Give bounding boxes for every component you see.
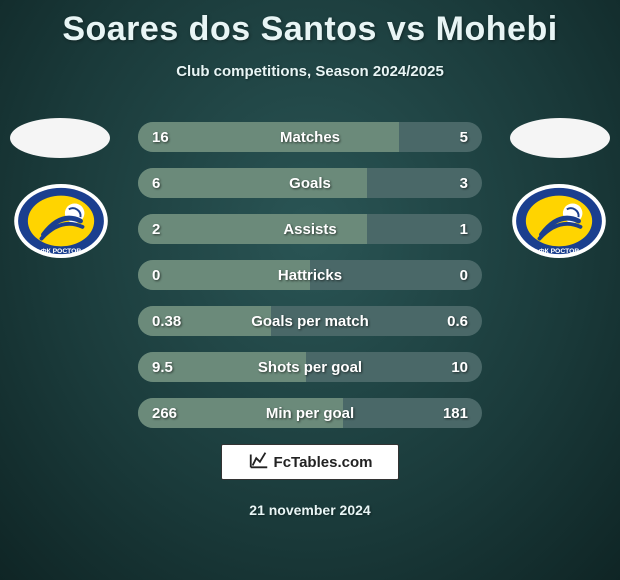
stat-row: 63Goals [138, 168, 482, 198]
svg-text:ФК РОСТОВ: ФК РОСТОВ [539, 248, 580, 255]
site-logo-icon [248, 449, 270, 476]
title-vs: vs [387, 10, 426, 48]
stat-row: 0.380.6Goals per match [138, 306, 482, 336]
player2-club-badge: ФК РОСТОВ [510, 182, 608, 260]
stat-label: Goals [138, 168, 482, 198]
stat-row: 21Assists [138, 214, 482, 244]
stats-bars: 165Matches 63Goals 21Assists 00Hattricks 0.3… [138, 122, 482, 428]
stat-label: Goals per match [138, 306, 482, 336]
player1-name: Soares dos Santos [62, 10, 377, 48]
stat-label: Hattricks [138, 260, 482, 290]
stat-row: 266181Min per goal [138, 398, 482, 428]
player1-club-badge: ФК РОСТОВ [12, 182, 110, 260]
site-badge[interactable]: FcTables.com [221, 444, 399, 480]
stat-row: 9.510Shots per goal [138, 352, 482, 382]
stat-label: Min per goal [138, 398, 482, 428]
player1-avatar-placeholder [10, 118, 110, 158]
footer-date: 21 november 2024 [0, 502, 620, 518]
subtitle: Club competitions, Season 2024/2025 [0, 63, 620, 80]
player2-avatar-placeholder [510, 118, 610, 158]
content-root: Soares dos Santos vs Mohebi Club competi… [0, 0, 620, 580]
stat-label: Assists [138, 214, 482, 244]
player2-name: Mohebi [436, 10, 558, 48]
stat-label: Shots per goal [138, 352, 482, 382]
stat-row: 165Matches [138, 122, 482, 152]
svg-text:ФК РОСТОВ: ФК РОСТОВ [41, 248, 82, 255]
stat-row: 00Hattricks [138, 260, 482, 290]
stat-label: Matches [138, 122, 482, 152]
site-badge-text: FcTables.com [274, 454, 373, 471]
page-title: Soares dos Santos vs Mohebi [0, 0, 620, 49]
